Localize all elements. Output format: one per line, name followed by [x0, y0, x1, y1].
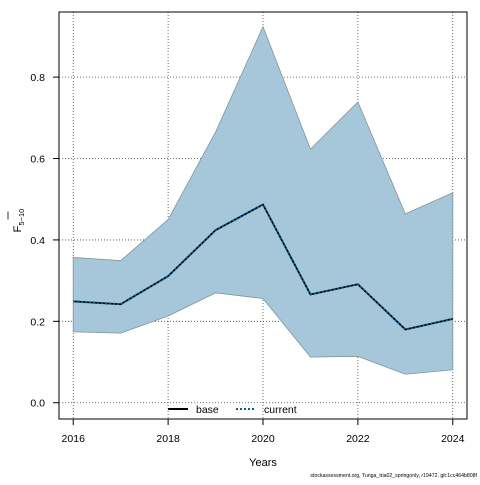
y-axis-title-subscript: 5−10	[17, 209, 26, 226]
y-tick-label-0: 0.0	[30, 398, 45, 410]
y-tick-label-3: 0.6	[30, 154, 45, 166]
x-tick-label-2: 2020	[251, 433, 275, 445]
legend: base current	[168, 404, 297, 416]
x-tick-label-0: 2016	[62, 433, 86, 445]
x-tick-label-3: 2022	[346, 433, 370, 445]
y-axis-title: F5−10	[7, 209, 26, 233]
x-axis-title: Years	[249, 457, 277, 469]
y-axis: 0.0 0.2 0.4 0.6 0.8	[30, 72, 59, 410]
legend-label-current: current	[264, 404, 297, 416]
y-axis-title-main: F	[12, 225, 24, 232]
series-line-current	[73, 203, 453, 331]
y-axis-title-text: F5−10	[12, 209, 26, 233]
series-lines	[73, 203, 453, 331]
x-tick-label-4: 2024	[441, 433, 465, 445]
x-axis: 2016 2018 2020 2022 2024	[62, 419, 465, 445]
y-tick-label-2: 0.4	[30, 235, 45, 247]
confidence-band-area	[72, 25, 454, 375]
confidence-band	[72, 25, 454, 375]
y-tick-label-1: 0.2	[30, 316, 45, 328]
x-tick-label-1: 2018	[156, 433, 180, 445]
footer-credit: stockassessment.org, Tunga_tria02_spring…	[310, 473, 477, 479]
y-tick-label-4: 0.8	[30, 72, 45, 84]
legend-label-base: base	[196, 404, 219, 416]
